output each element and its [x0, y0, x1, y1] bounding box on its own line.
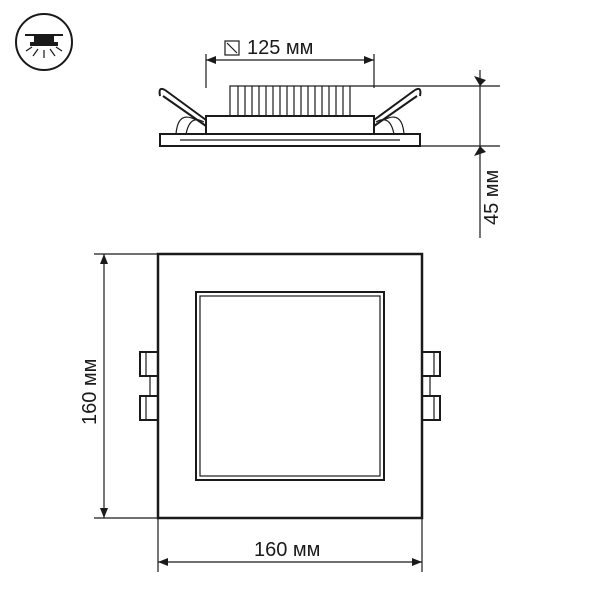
front-clip-left [140, 352, 158, 420]
spring-clip-right [374, 89, 420, 134]
front-view: 160 мм 160 мм [79, 254, 440, 572]
heatsink [230, 86, 350, 116]
spring-clip-left [160, 89, 206, 134]
dim-height: 160 мм [79, 254, 158, 518]
dim-depth: 45 мм [350, 70, 503, 238]
dim-cutout-label: 125 мм [247, 37, 313, 59]
side-view: 125 мм [160, 37, 503, 238]
dim-width: 160 мм [158, 518, 422, 572]
dim-cutout: 125 мм [206, 37, 374, 88]
dim-width-label: 160 мм [254, 539, 320, 561]
front-clip-right [422, 352, 440, 420]
dim-height-label: 160 мм [79, 359, 101, 425]
technical-drawing: 125 мм [0, 0, 600, 600]
dim-depth-label: 45 мм [481, 170, 503, 225]
downlight-icon [16, 14, 72, 70]
